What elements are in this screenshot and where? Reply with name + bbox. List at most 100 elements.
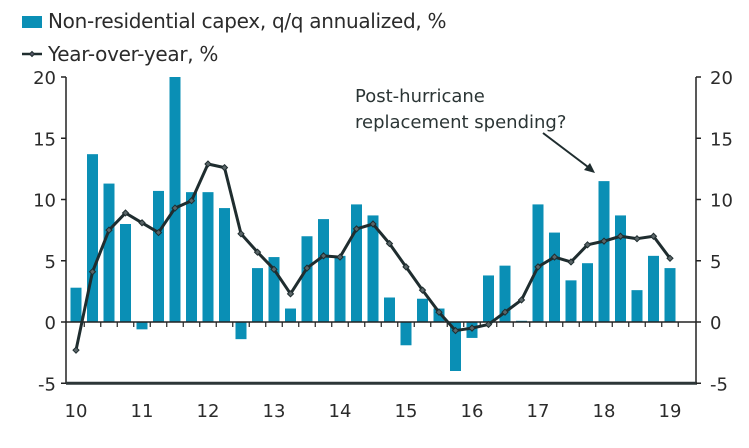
yoy-point [501, 308, 509, 316]
bar [153, 190, 164, 322]
x-tick-label: 11 [131, 401, 154, 422]
bar [631, 290, 643, 322]
annotation-line-1: Post-hurricane [355, 86, 485, 107]
bar [648, 255, 659, 322]
bar [499, 265, 511, 322]
bar [334, 255, 346, 322]
yoy-point [204, 160, 212, 168]
y-tick-label-left: 0 [45, 313, 56, 334]
x-tick-label: 16 [461, 401, 484, 422]
yoy-point [633, 234, 641, 243]
bar [120, 224, 131, 322]
bar [664, 268, 676, 322]
bar [301, 236, 313, 322]
yoy-point [583, 241, 592, 249]
bar [615, 215, 626, 322]
yoy-point [72, 346, 80, 354]
y-tick-label-left: 5 [45, 252, 56, 273]
x-tick-label: 13 [263, 401, 286, 422]
yoy-point [352, 225, 361, 233]
yoy-point [517, 296, 526, 304]
bar [285, 308, 296, 322]
yoy-point [171, 204, 179, 212]
bar [565, 280, 577, 322]
yoy-point [138, 219, 146, 227]
yoy-point [319, 252, 328, 260]
bar [235, 322, 247, 340]
yoy-point [154, 228, 163, 237]
bar [103, 183, 115, 322]
y-tick-label-left: 15 [33, 129, 56, 150]
bar [219, 208, 230, 322]
y-tick-label-right: 5 [710, 252, 721, 273]
y-tick-label-right: 10 [710, 191, 733, 212]
bar [169, 77, 181, 322]
bar [582, 263, 593, 322]
y-tick-label-left: -5 [38, 374, 56, 395]
x-tick-label: 17 [527, 401, 550, 422]
yoy-point [187, 197, 196, 205]
yoy-point [534, 263, 542, 271]
bar [318, 219, 329, 322]
y-tick-label-right: 20 [710, 68, 733, 89]
yoy-point [303, 264, 311, 272]
yoy-point [600, 237, 608, 245]
axes: -5 -5 0 0 5 5 10 10 15 15 20 20 10 11 12 13 14 15 16 17 18 19 [33, 68, 733, 422]
bar [87, 154, 98, 322]
legend-label-yoy: Year-over-year, % [48, 42, 219, 66]
bar [351, 204, 362, 322]
yoy-point [286, 290, 295, 298]
bar [384, 297, 395, 322]
line-marker-icon [22, 50, 42, 58]
annotation-line-2: replacement spending? [355, 112, 566, 133]
yoy-point [237, 230, 245, 238]
annotation-arrow [542, 132, 593, 171]
yoy-point [484, 320, 493, 329]
yoy-point [666, 254, 674, 263]
yoy-point [336, 253, 344, 261]
bar [268, 257, 280, 322]
yoy-point [369, 220, 377, 228]
bar [186, 192, 197, 322]
yoy-point [88, 268, 97, 276]
bar [136, 322, 148, 330]
x-tick-label: 12 [197, 401, 220, 422]
bar [483, 275, 494, 322]
y-tick-label-left: 10 [33, 191, 56, 212]
yoy-point [253, 248, 262, 256]
bar [70, 287, 82, 322]
y-tick-label-right: 15 [710, 129, 733, 150]
x-tick-label: 18 [593, 401, 616, 422]
yoy-point [649, 232, 658, 240]
annotation-arrowhead-icon [584, 163, 595, 173]
bar-swatch-icon [22, 16, 42, 28]
y-tick-label-right: -5 [710, 374, 728, 395]
y-tick-label-right: 0 [710, 313, 721, 334]
yoy-point [418, 286, 427, 294]
yoy-point [550, 253, 559, 261]
bar [400, 322, 412, 346]
yoy-point [105, 226, 113, 234]
x-tick-label: 14 [329, 401, 352, 422]
bar [417, 298, 428, 322]
bar [202, 192, 214, 322]
x-tick-label: 10 [65, 401, 88, 422]
yoy-point [270, 265, 278, 274]
yoy-point [385, 239, 394, 248]
x-tick-label: 19 [659, 401, 682, 422]
yoy-point [616, 232, 625, 240]
bar [367, 215, 379, 322]
x-tick-label: 15 [395, 401, 418, 422]
yoy-point [435, 308, 443, 316]
yoy-point [220, 163, 229, 172]
annotation: Post-hurricane replacement spending? [355, 86, 595, 173]
yoy-point [451, 326, 460, 335]
bar-series [70, 77, 676, 371]
yoy-point [567, 258, 575, 266]
bar [598, 181, 610, 322]
legend-label-capex: Non-residential capex, q/q annualized, % [48, 9, 447, 33]
bar [450, 322, 461, 371]
yoy-point [121, 209, 130, 217]
bar [252, 268, 263, 322]
bar [549, 232, 560, 322]
